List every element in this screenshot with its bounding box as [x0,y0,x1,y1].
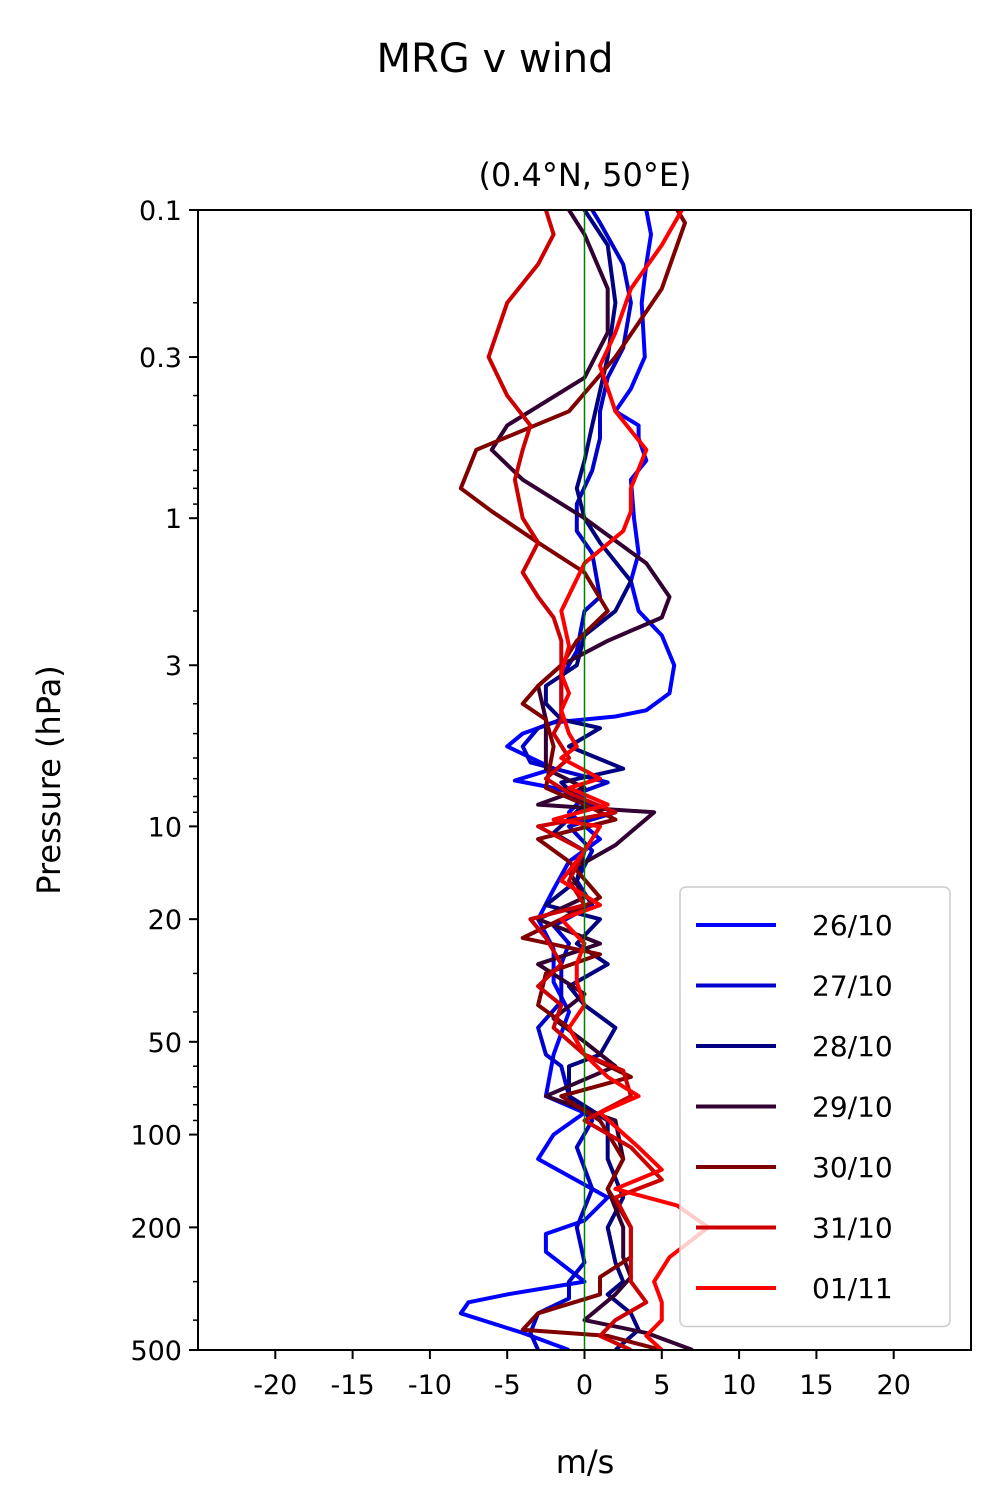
legend-label: 28/10 [812,1030,893,1063]
legend-label: 30/10 [812,1151,893,1184]
x-tick-label: 5 [653,1370,670,1401]
y-tick-label: 20 [148,905,182,936]
y-tick-label: 3 [165,651,182,682]
series-line-7 [551,210,711,1350]
x-tick-label: 0 [576,1370,593,1401]
y-tick-label: 10 [148,812,182,843]
y-ticks: 0.1 0.3 1 3 10 20 50 100 200 500 [130,196,198,1367]
legend-label: 27/10 [812,970,893,1003]
y-axis-label: Pressure (hPa) [30,665,68,895]
series-layer [458,210,711,1350]
x-ticks: -20 -15 -10 -5 0 5 10 15 20 [253,1350,911,1401]
y-tick-label: 50 [148,1028,182,1059]
y-tick-label: 200 [130,1213,182,1244]
y-tick-label: 0.3 [139,343,182,374]
y-tick-label: 100 [130,1121,182,1152]
x-tick-label: 15 [799,1370,833,1401]
y-tick-label: 0.1 [139,196,182,227]
legend-label: 26/10 [812,909,893,942]
y-tick-label: 500 [130,1336,182,1367]
x-tick-label: -10 [408,1370,452,1401]
chart-title: (0.4°N, 50°E) [478,156,691,194]
x-tick-label: 20 [877,1370,911,1401]
x-tick-label: -15 [331,1370,375,1401]
x-axis-label: m/s [556,1443,615,1481]
legend-label: 01/11 [812,1272,893,1305]
x-tick-label: -5 [494,1370,521,1401]
x-tick-label: -20 [253,1370,297,1401]
legend-label: 29/10 [812,1091,893,1124]
legend: 26/10 27/10 28/10 29/10 30/10 31/10 01/11 [679,886,951,1328]
y-tick-label: 1 [165,504,182,535]
legend-box [679,886,951,1328]
legend-label: 31/10 [812,1212,893,1245]
series-line-6 [486,210,664,1350]
x-tick-label: 10 [722,1370,756,1401]
chart-suptitle: MRG v wind [377,36,614,82]
